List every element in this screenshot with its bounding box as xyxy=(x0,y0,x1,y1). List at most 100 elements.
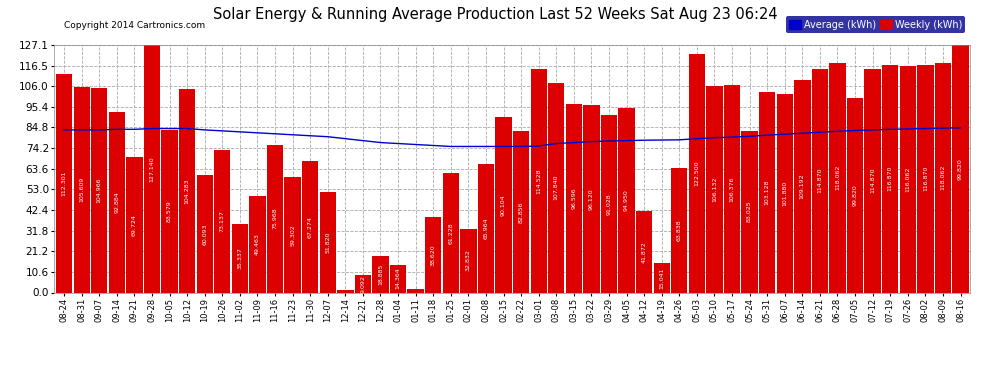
Bar xyxy=(653,263,670,292)
Bar xyxy=(900,66,916,292)
Bar xyxy=(812,69,828,292)
Bar xyxy=(759,92,775,292)
Bar xyxy=(267,145,283,292)
Text: 82.856: 82.856 xyxy=(519,201,524,223)
Bar xyxy=(794,80,811,292)
Text: 75.968: 75.968 xyxy=(272,208,277,230)
Text: 83.025: 83.025 xyxy=(747,201,752,222)
Bar xyxy=(565,104,582,292)
Legend: Average (kWh), Weekly (kWh): Average (kWh), Weekly (kWh) xyxy=(786,16,965,33)
Bar xyxy=(636,211,652,292)
Bar xyxy=(214,150,231,292)
Bar xyxy=(619,108,635,292)
Bar xyxy=(161,130,178,292)
Bar xyxy=(583,105,600,292)
Bar xyxy=(846,98,863,292)
Text: 60.093: 60.093 xyxy=(202,223,207,245)
Bar xyxy=(548,82,564,292)
Bar xyxy=(408,289,424,292)
Text: 106.376: 106.376 xyxy=(730,176,735,202)
Bar xyxy=(425,217,442,292)
Text: 114.528: 114.528 xyxy=(537,168,542,194)
Text: 67.274: 67.274 xyxy=(308,216,313,238)
Text: Solar Energy & Running Average Production Last 52 Weeks Sat Aug 23 06:24: Solar Energy & Running Average Productio… xyxy=(213,8,777,22)
Text: 9.092: 9.092 xyxy=(360,275,365,292)
Bar xyxy=(952,45,968,292)
Text: 109.192: 109.192 xyxy=(800,173,805,199)
Text: 92.884: 92.884 xyxy=(115,191,120,213)
Text: 104.283: 104.283 xyxy=(185,178,190,204)
Text: 103.128: 103.128 xyxy=(764,179,769,205)
Text: 107.840: 107.840 xyxy=(553,175,558,200)
Bar xyxy=(935,63,951,292)
Bar xyxy=(495,117,512,292)
Text: 104.966: 104.966 xyxy=(97,177,102,203)
Bar xyxy=(91,88,108,292)
Bar xyxy=(917,65,934,292)
Text: 18.885: 18.885 xyxy=(378,263,383,285)
Bar xyxy=(460,229,476,292)
Bar xyxy=(390,264,406,292)
Text: 15.041: 15.041 xyxy=(659,267,664,289)
Bar xyxy=(354,275,371,292)
Text: 96.120: 96.120 xyxy=(589,188,594,210)
Text: 14.364: 14.364 xyxy=(396,268,401,290)
Bar xyxy=(742,131,757,292)
Text: 59.302: 59.302 xyxy=(290,224,295,246)
Bar xyxy=(882,65,898,292)
Text: 127.140: 127.140 xyxy=(149,156,154,182)
Text: 114.870: 114.870 xyxy=(870,168,875,194)
Text: 51.820: 51.820 xyxy=(326,231,331,253)
Bar xyxy=(302,162,319,292)
Text: 106.132: 106.132 xyxy=(712,176,717,202)
Bar xyxy=(864,69,881,292)
Text: 63.838: 63.838 xyxy=(677,219,682,241)
Text: 90.104: 90.104 xyxy=(501,194,506,216)
Bar xyxy=(320,192,336,292)
Text: 61.228: 61.228 xyxy=(448,222,453,244)
Text: 99.820: 99.820 xyxy=(852,184,857,206)
Text: 118.062: 118.062 xyxy=(940,165,945,190)
Text: Copyright 2014 Cartronics.com: Copyright 2014 Cartronics.com xyxy=(63,21,205,30)
Bar xyxy=(249,196,265,292)
Bar xyxy=(531,69,546,292)
Bar xyxy=(73,87,90,292)
Text: 32.832: 32.832 xyxy=(466,250,471,272)
Bar xyxy=(127,157,143,292)
Bar xyxy=(601,115,617,292)
Text: 65.964: 65.964 xyxy=(483,217,488,239)
Text: 114.870: 114.870 xyxy=(818,168,823,194)
Bar xyxy=(830,63,845,292)
Text: 116.062: 116.062 xyxy=(905,167,910,192)
Text: 73.137: 73.137 xyxy=(220,210,225,232)
Bar xyxy=(776,94,793,292)
Text: 96.596: 96.596 xyxy=(571,188,576,209)
Text: 41.872: 41.872 xyxy=(642,241,646,262)
Text: 122.500: 122.500 xyxy=(694,160,699,186)
Text: 105.609: 105.609 xyxy=(79,177,84,203)
Bar xyxy=(179,89,195,292)
Bar xyxy=(706,86,723,292)
Text: 38.620: 38.620 xyxy=(431,244,436,266)
Bar xyxy=(443,173,459,292)
Bar xyxy=(144,45,160,292)
Text: 118.062: 118.062 xyxy=(835,165,840,190)
Bar xyxy=(689,54,705,292)
Bar xyxy=(109,112,125,292)
Bar xyxy=(513,131,530,292)
Bar xyxy=(232,224,248,292)
Bar xyxy=(338,291,353,292)
Text: 49.463: 49.463 xyxy=(255,233,260,255)
Text: 101.880: 101.880 xyxy=(782,181,787,206)
Bar xyxy=(56,74,72,292)
Bar xyxy=(284,177,301,292)
Text: 91.028: 91.028 xyxy=(607,193,612,214)
Text: 116.870: 116.870 xyxy=(888,166,893,191)
Text: 116.870: 116.870 xyxy=(923,166,928,191)
Text: 99.820: 99.820 xyxy=(958,158,963,180)
Text: 69.724: 69.724 xyxy=(132,214,137,236)
Bar xyxy=(671,168,687,292)
Bar xyxy=(372,256,389,292)
Text: 112.301: 112.301 xyxy=(61,170,66,196)
Text: 94.950: 94.950 xyxy=(624,189,629,211)
